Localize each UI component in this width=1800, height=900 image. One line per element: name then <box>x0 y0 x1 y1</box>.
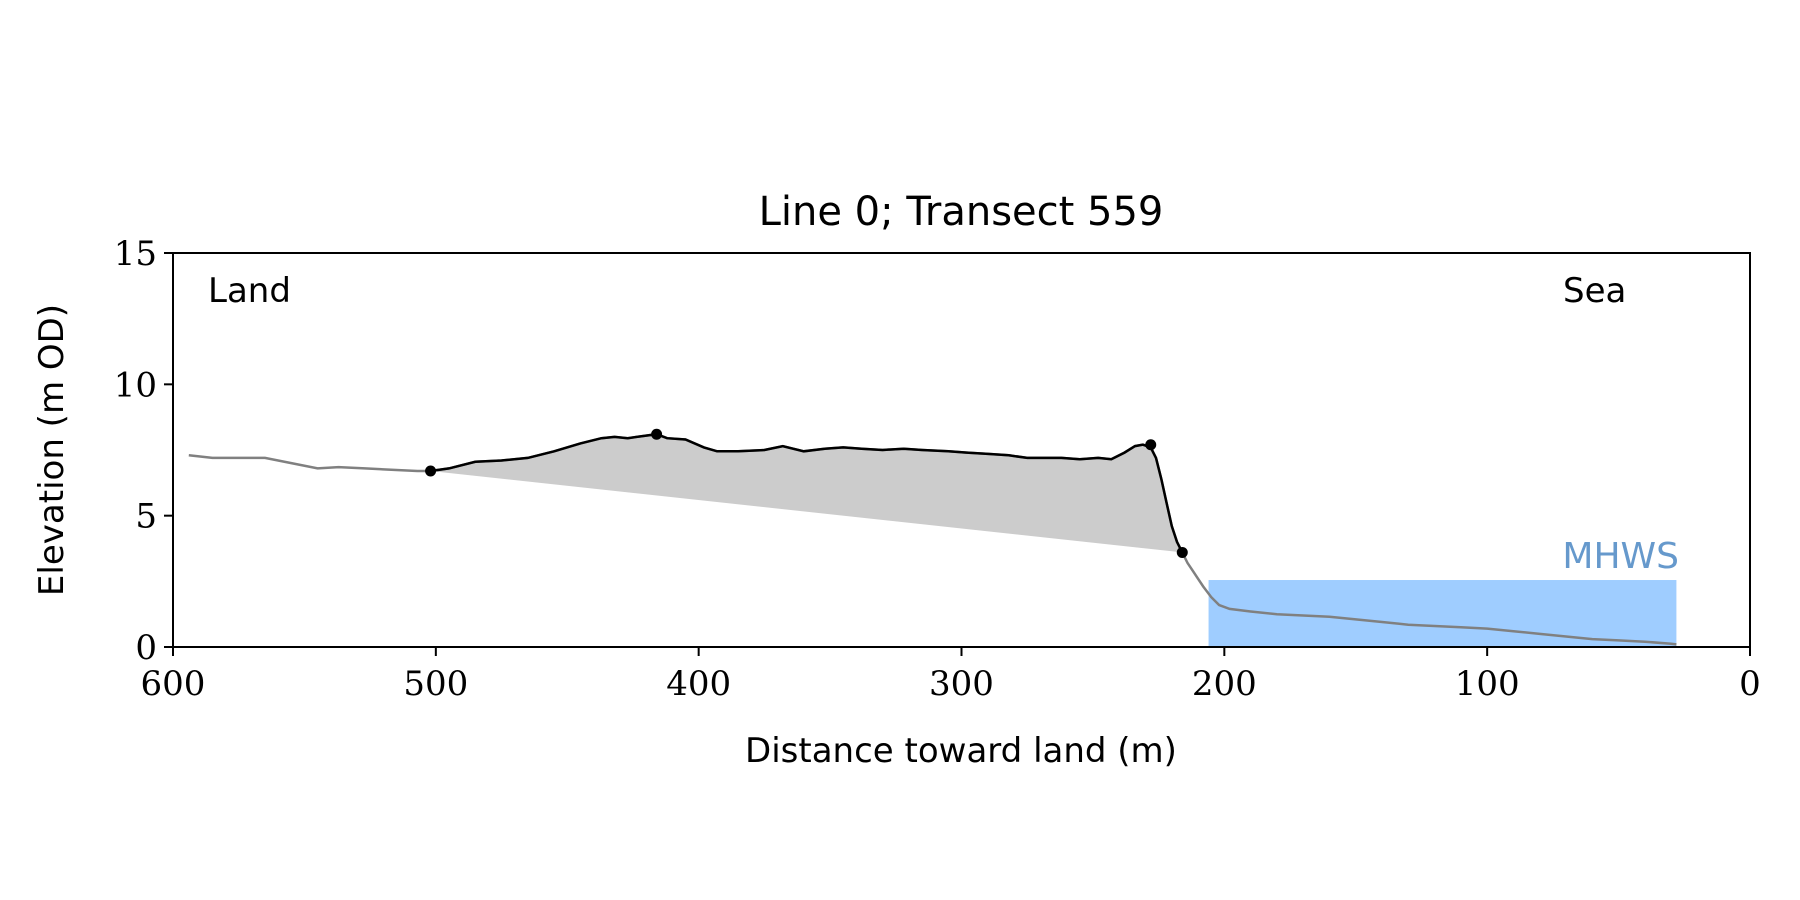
mhws-label: MHWS <box>1562 536 1679 577</box>
cliff-marker <box>1145 439 1157 451</box>
cliff-marker <box>651 428 663 440</box>
x-tick-label: 300 <box>929 664 994 704</box>
y-tick-label: 15 <box>114 234 157 274</box>
x-tick-label: 200 <box>1192 664 1257 704</box>
x-tick-label: 500 <box>403 664 468 704</box>
cliff-line <box>430 432 1184 553</box>
land-annotation: Land <box>208 271 291 311</box>
cliff-marker <box>1176 546 1188 558</box>
sea-annotation: Sea <box>1563 271 1626 311</box>
cliff-marker <box>425 465 437 477</box>
eroded-area-fill <box>430 434 1183 553</box>
chart-title: Line 0; Transect 559 <box>759 189 1164 235</box>
y-tick-label: 0 <box>135 628 157 668</box>
x-tick-label: 600 <box>141 664 206 704</box>
x-tick-label: 100 <box>1455 664 1520 704</box>
x-tick-label: 400 <box>666 664 731 704</box>
y-tick-label: 5 <box>135 497 157 537</box>
x-tick-label: 0 <box>1739 664 1761 704</box>
y-tick-label: 10 <box>114 365 157 405</box>
plot-area <box>188 428 1677 647</box>
x-axis-label: Distance toward land (m) <box>745 731 1177 771</box>
y-axis-label: Elevation (m OD) <box>32 304 72 596</box>
axis-ticks: 600 500 400 300 200 100 0 0 5 10 15 <box>114 234 1761 704</box>
